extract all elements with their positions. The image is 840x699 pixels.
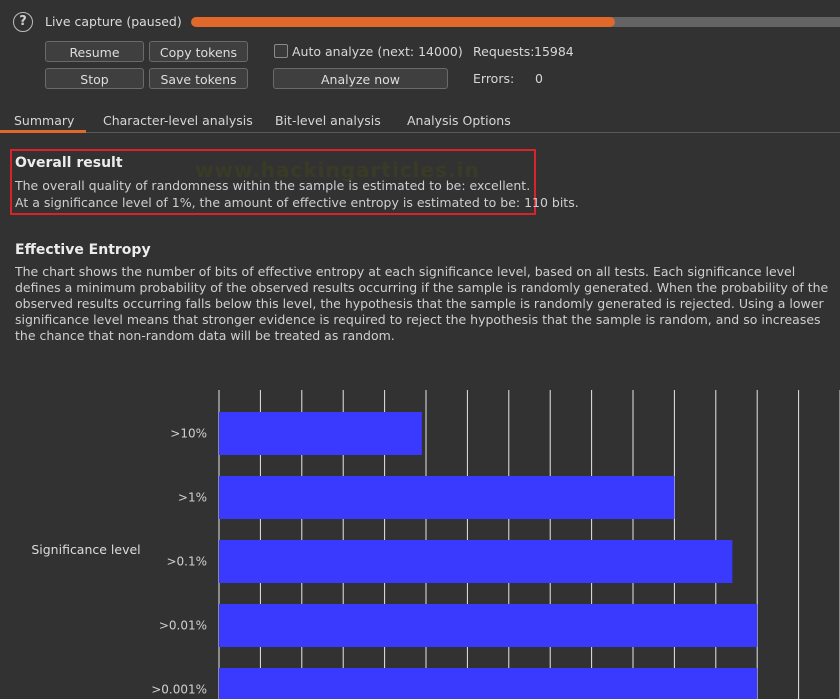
active-tab-indicator — [0, 130, 86, 133]
capture-progress-fill — [191, 17, 616, 27]
overall-result-title: Overall result — [15, 155, 123, 171]
resume-button[interactable]: Resume — [45, 41, 144, 62]
chart-category-label: >1% — [178, 491, 207, 505]
effective-entropy-description: The chart shows the number of bits of ef… — [15, 264, 829, 343]
requests-label: Requests: — [473, 44, 535, 59]
requests-value: 15984 — [534, 44, 574, 59]
auto-analyze-checkbox[interactable] — [274, 44, 288, 58]
chart-category-label: >10% — [170, 427, 207, 441]
chart-bar — [219, 412, 422, 455]
chart-category-label: >0.01% — [159, 619, 207, 633]
stop-button[interactable]: Stop — [45, 68, 144, 89]
chart-bar — [219, 540, 733, 583]
chart-category-label: >0.001% — [151, 683, 207, 697]
overall-result-highlight — [10, 149, 536, 215]
overall-result-line2: At a significance level of 1%, the amoun… — [15, 195, 579, 210]
tabs-divider — [0, 132, 840, 133]
overall-result-line1: The overall quality of randomness within… — [15, 178, 531, 193]
auto-analyze-label: Auto analyze (next: 14000) — [292, 44, 463, 59]
analyze-now-button[interactable]: Analyze now — [273, 68, 448, 89]
watermark: www.hackingarticles.in — [195, 158, 480, 182]
chart-y-axis-label: Significance level — [31, 542, 140, 557]
errors-value: 0 — [535, 71, 543, 86]
save-tokens-button[interactable]: Save tokens — [149, 68, 248, 89]
copy-tokens-button[interactable]: Copy tokens — [149, 41, 248, 62]
errors-label: Errors: — [473, 71, 515, 86]
chart-bar — [219, 476, 675, 519]
tab-summary[interactable]: Summary — [14, 113, 75, 128]
chart-bar — [219, 604, 758, 647]
chart-tick-labels: >10% >1% >0.1% >0.01% >0.001% — [151, 427, 207, 697]
chart-category-label: >0.1% — [166, 555, 207, 569]
chart-bar — [219, 668, 758, 699]
tab-analysis-options[interactable]: Analysis Options — [407, 113, 511, 128]
effective-entropy-chart: >10% >1% >0.1% >0.01% >0.001% Significance l… — [31, 390, 840, 699]
tab-character-level-analysis[interactable]: Character-level analysis — [103, 113, 253, 128]
chart-bars — [219, 412, 758, 699]
help-icon[interactable]: ? — [13, 12, 33, 32]
capture-progress-bar — [191, 17, 840, 27]
effective-entropy-title: Effective Entropy — [15, 242, 151, 258]
capture-status-label: Live capture (paused) — [45, 14, 182, 29]
tab-bit-level-analysis[interactable]: Bit-level analysis — [275, 113, 381, 128]
